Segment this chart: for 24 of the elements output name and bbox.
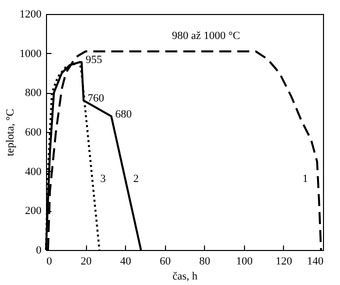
- x-axis-title: čas, h: [172, 270, 198, 282]
- x-tick-label: 140: [307, 256, 324, 268]
- y-tick-label: 1200: [20, 8, 42, 20]
- series-label: 1: [302, 173, 308, 186]
- series-label: 3: [100, 173, 106, 186]
- y-tick-label: 600: [25, 126, 42, 138]
- x-tick-label: 80: [199, 256, 211, 268]
- y-tick-label: 400: [25, 166, 42, 178]
- y-tick-label: 200: [25, 205, 42, 218]
- y-axis-title: teplota, °C: [4, 108, 16, 156]
- x-tick-label: 20: [80, 256, 92, 268]
- y-tick-label: 800: [25, 87, 42, 100]
- x-tick-label: 100: [236, 256, 254, 268]
- x-tick-label: 40: [120, 256, 132, 268]
- annotation: 955: [86, 54, 103, 66]
- y-tick-label: 1000: [20, 48, 42, 60]
- y-tick-label: 0: [36, 244, 42, 256]
- annotation: 980 až 1000 °C: [172, 30, 240, 42]
- annotation: 680: [115, 108, 132, 120]
- x-tick-label: 120: [276, 256, 293, 268]
- series-label: 2: [133, 173, 139, 186]
- x-tick-label: 60: [160, 256, 172, 268]
- annotation: 760: [88, 92, 105, 105]
- x-tick-label: 0: [46, 256, 52, 268]
